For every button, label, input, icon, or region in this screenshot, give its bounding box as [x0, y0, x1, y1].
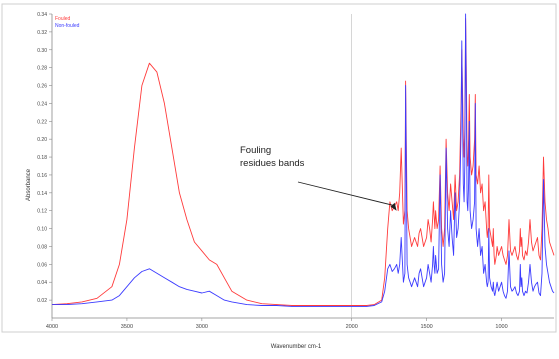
y-tick-label: 0.08	[37, 244, 47, 250]
y-tick-label: 0.16	[37, 173, 47, 179]
y-tick-label: 0.20	[37, 137, 47, 143]
y-axis-label: Absorbance	[26, 168, 32, 201]
x-tick-label: 1500	[421, 324, 433, 330]
axes-group: 4000350030002000150010005000.020.040.060…	[37, 12, 554, 330]
outer-frame	[1, 3, 557, 333]
series-line-non-fouled	[52, 13, 555, 307]
x-tick-label: 3500	[121, 324, 133, 330]
x-tick-label: 2000	[346, 324, 358, 330]
annotation-arrow-line	[297, 181, 395, 207]
y-tick-label: 0.34	[37, 12, 47, 18]
y-tick-label: 0.28	[37, 66, 47, 72]
x-tick-label: 1000	[495, 324, 507, 330]
x-axis-label: Wavenumber cm-1	[271, 344, 322, 350]
y-tick-label: 0.24	[37, 101, 47, 107]
annotation-text: Fouling	[240, 145, 271, 156]
annotation-text: residues bands	[240, 158, 305, 169]
series-group	[51, 13, 555, 307]
y-tick-label: 0.26	[37, 84, 47, 90]
y-tick-label: 0.06	[37, 262, 47, 268]
y-tick-label: 0.18	[37, 155, 47, 161]
x-tick-label: 3000	[196, 324, 208, 330]
legend-entry-non-fouled: Non-fouled	[55, 23, 80, 29]
x-tick-label: 4000	[46, 324, 58, 330]
y-tick-label: 0.32	[37, 30, 47, 36]
annotation-arrow-head	[390, 202, 397, 211]
y-tick-label: 0.04	[37, 280, 47, 286]
y-tick-label: 0.02	[37, 298, 47, 304]
y-tick-label: 0.14	[37, 191, 47, 197]
annotation: Fouling residues bands	[240, 145, 397, 211]
y-tick-label: 0.30	[37, 48, 47, 54]
legend-entry-fouled: Fouled	[55, 16, 71, 22]
y-tick-label: 0.10	[37, 227, 47, 233]
series-line-fouled	[51, 18, 555, 306]
y-tick-label: 0.12	[37, 209, 47, 215]
y-tick-label: 0.22	[37, 119, 47, 125]
